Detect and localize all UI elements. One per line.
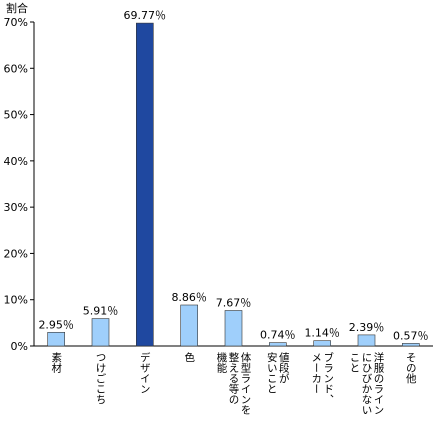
- category-label: 値段が: [278, 351, 290, 383]
- category-label: 色: [183, 351, 195, 362]
- bar: [357, 334, 376, 347]
- data-label: 2.39％: [349, 321, 385, 334]
- data-label: 7.67％: [216, 297, 252, 310]
- data-label: 5.91％: [83, 305, 119, 318]
- category-label: デザイン: [139, 351, 151, 394]
- y-axis-label: 割合: [6, 1, 28, 15]
- data-label: 2.95％: [38, 318, 74, 331]
- bar: [268, 342, 287, 347]
- bars: [47, 22, 420, 347]
- y-tick-label: 50%: [4, 109, 28, 122]
- y-tick-label: 0%: [11, 340, 28, 353]
- category-label: こと: [349, 352, 361, 373]
- bar: [401, 343, 420, 347]
- data-label: 8.86％: [171, 291, 207, 304]
- category-label: つけごこち: [95, 352, 107, 405]
- data-label: 0.74％: [260, 329, 296, 342]
- bar: [91, 318, 110, 347]
- y-tick-label: 10%: [4, 294, 28, 307]
- y-tick-label: 40%: [4, 155, 28, 168]
- category-label: 体型ラインを: [240, 352, 252, 415]
- category-label: にひびかない: [361, 352, 373, 415]
- y-tick-label: 70%: [4, 16, 28, 29]
- bar: [136, 22, 154, 347]
- category-label: 整える等の: [228, 351, 240, 404]
- category-label: 安いこと: [266, 351, 278, 394]
- category-label: その他: [405, 352, 417, 384]
- bar: [313, 340, 332, 347]
- data-label: 0.57％: [393, 329, 429, 342]
- data-label: 1.14％: [304, 327, 340, 340]
- category-label: メーカー: [310, 352, 322, 394]
- bar: [224, 310, 243, 347]
- data-label: 69.77％: [124, 9, 167, 22]
- bar: [47, 331, 66, 347]
- category-label: 機能: [216, 351, 228, 374]
- data-labels: 2.95％ 5.91％ 69.77％ 8.86％ 7.67％ 0.74％ 1.14％ 2.39…: [38, 9, 428, 342]
- y-tick-label: 30%: [4, 201, 28, 214]
- y-tick-label: 60%: [4, 62, 28, 75]
- category-label: ブランド、: [322, 351, 334, 404]
- category-label: 洋服のライン: [373, 351, 385, 415]
- category-label: 素材: [50, 351, 62, 373]
- y-tick-label: 20%: [4, 247, 28, 260]
- bar: [180, 304, 198, 347]
